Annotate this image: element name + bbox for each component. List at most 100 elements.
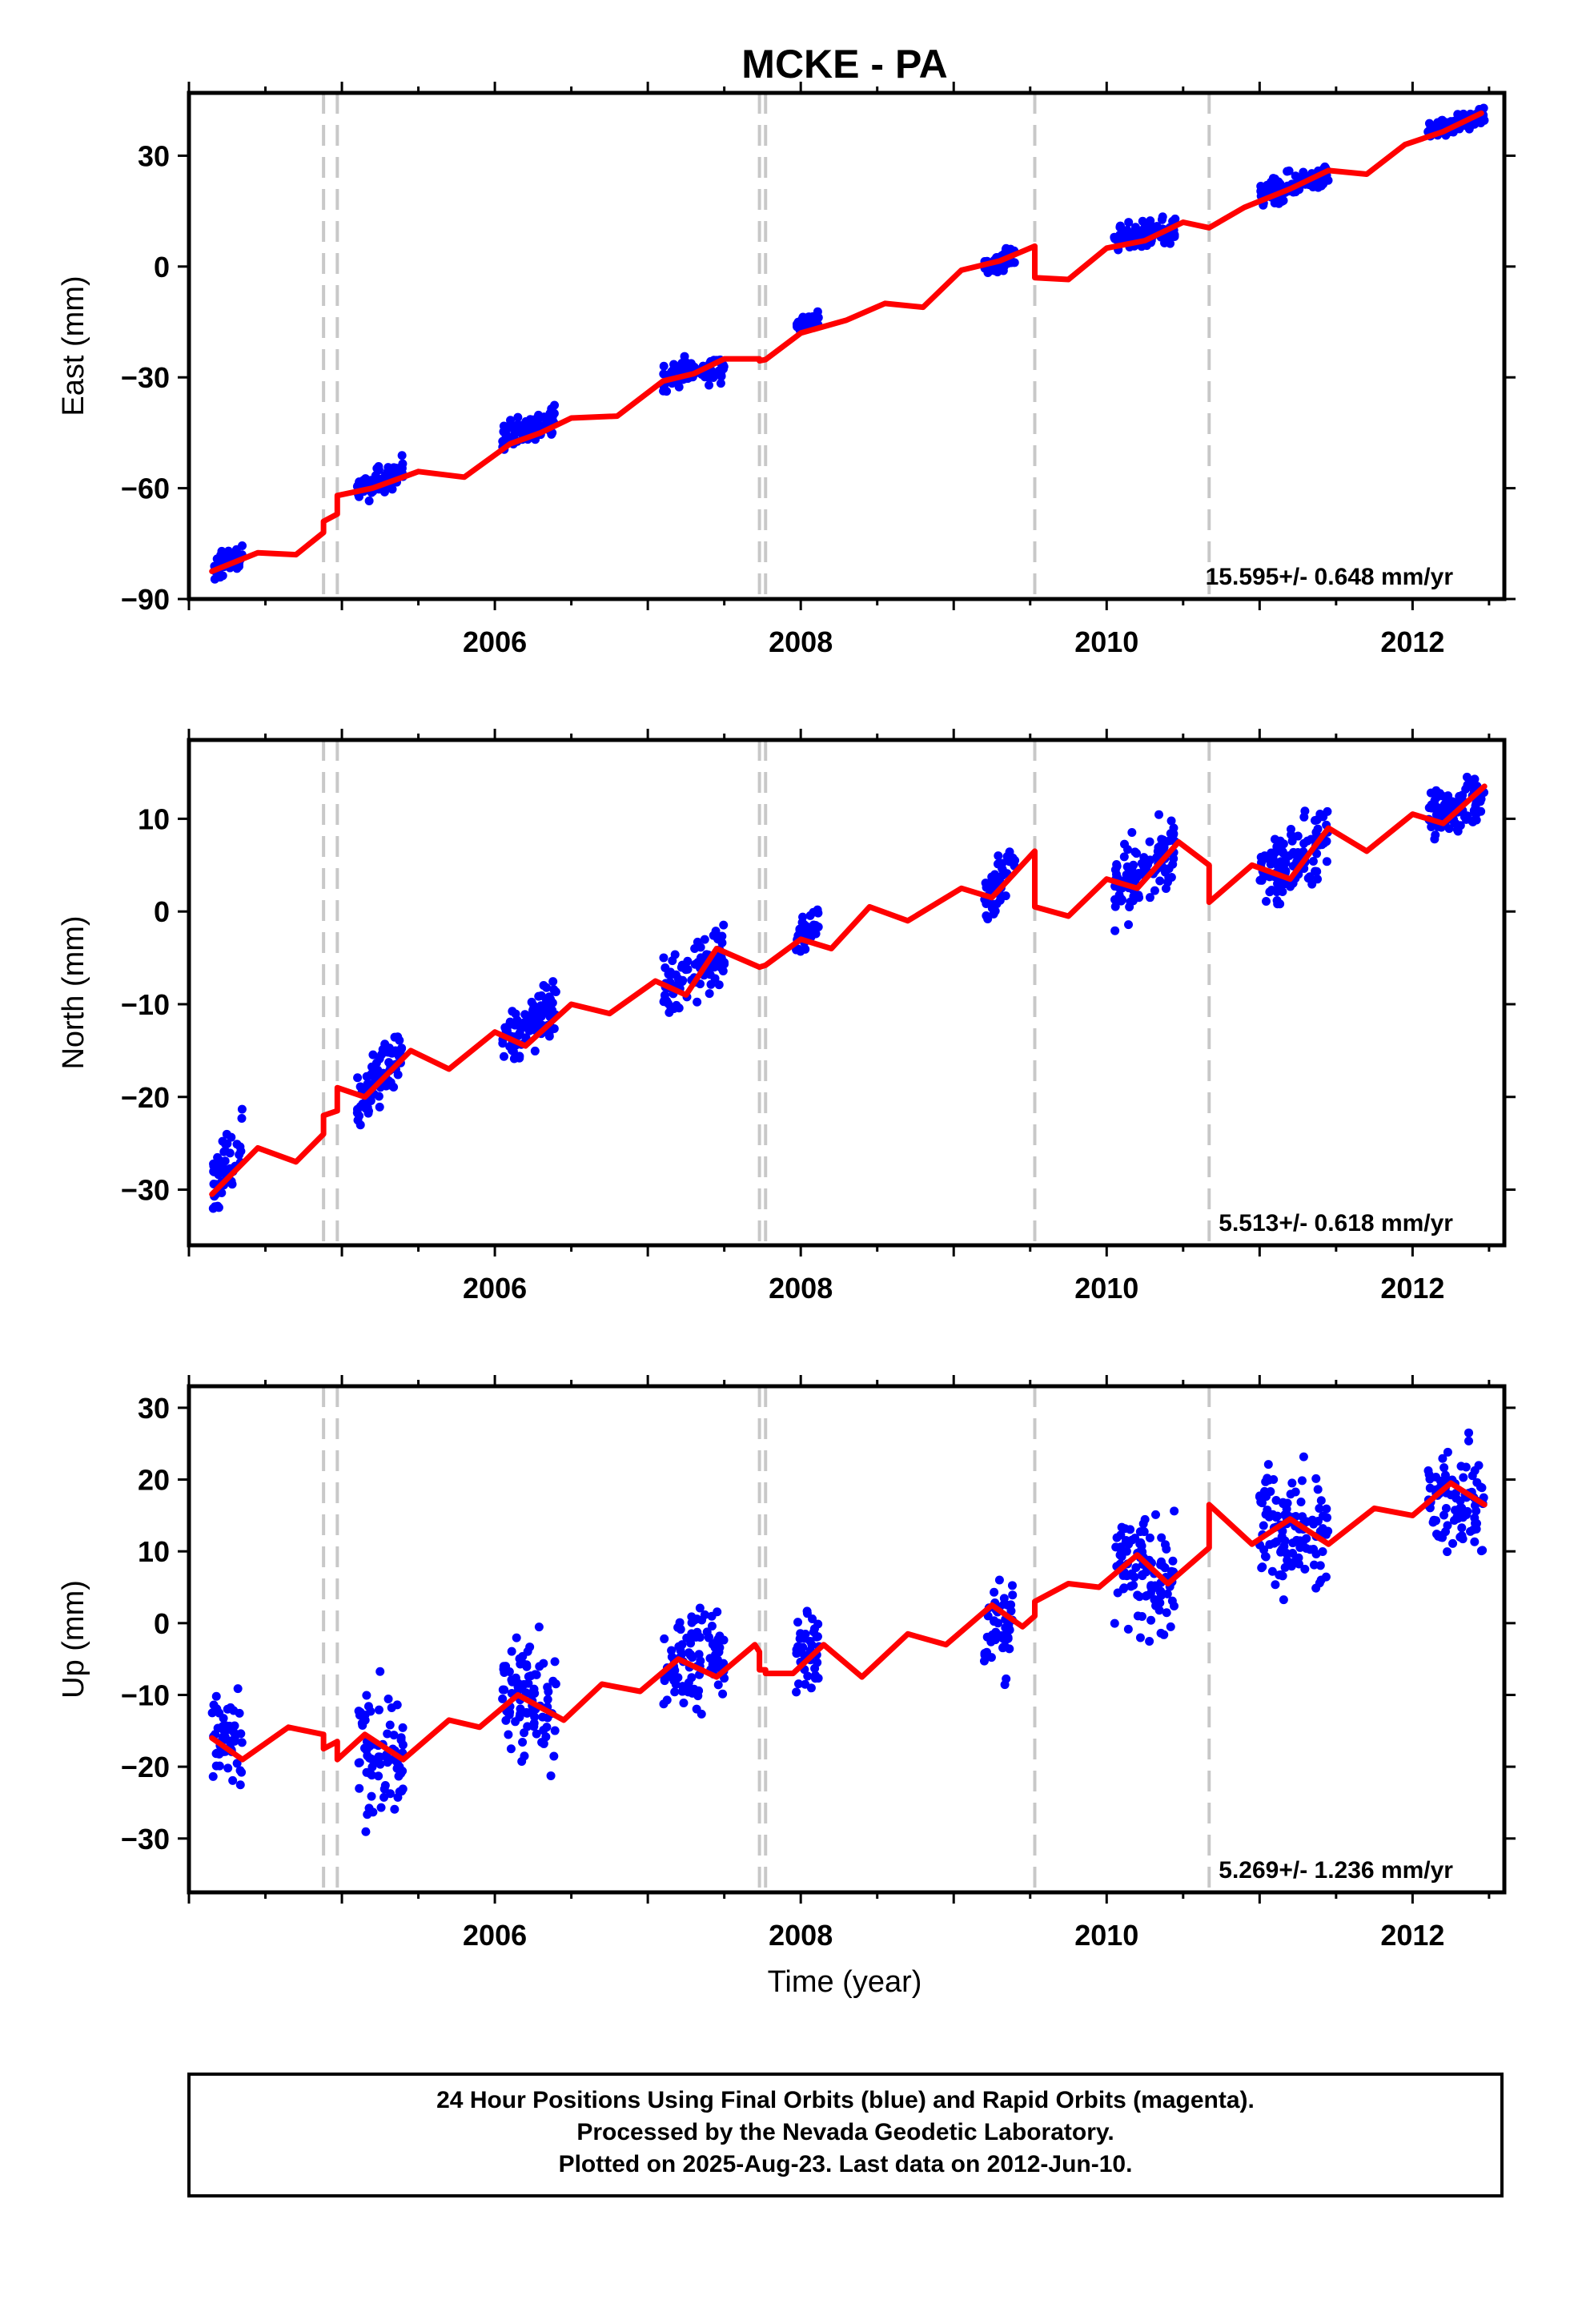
ytick-label-up-3: 0 xyxy=(154,1607,170,1640)
data-point-up-3-90 xyxy=(700,1610,709,1619)
data-point-north-6-72 xyxy=(1164,873,1174,883)
data-point-up-7-41 xyxy=(1300,1564,1310,1574)
data-point-north-6-88 xyxy=(1169,829,1178,838)
data-point-up-7-86 xyxy=(1295,1542,1305,1552)
data-point-east-1-21 xyxy=(364,497,374,506)
data-point-north-5-21 xyxy=(994,851,1003,861)
data-point-up-7-110 xyxy=(1268,1510,1278,1519)
data-point-north-6-79 xyxy=(1120,839,1130,849)
data-point-north-7-114 xyxy=(1278,866,1287,875)
data-point-up-0-31 xyxy=(235,1708,244,1718)
plot-area-east xyxy=(209,93,1489,599)
footer-line-2: Processed by the Nevada Geodetic Laborat… xyxy=(576,2119,1114,2145)
data-point-up-2-37 xyxy=(539,1659,548,1668)
data-point-north-6-18 xyxy=(1127,828,1137,838)
data-point-up-8-95 xyxy=(1443,1521,1452,1530)
data-point-north-7-115 xyxy=(1299,838,1309,848)
data-point-up-4-38 xyxy=(792,1687,801,1697)
data-point-up-0-23 xyxy=(237,1767,247,1777)
data-point-north-6-23 xyxy=(1150,886,1159,895)
data-point-north-2-83 xyxy=(527,1011,536,1020)
frame-up xyxy=(187,1384,1507,1895)
data-point-east-2-86 xyxy=(513,420,523,429)
data-point-north-4-32 xyxy=(813,908,823,918)
data-point-up-7-38 xyxy=(1297,1476,1307,1486)
data-point-up-8-49 xyxy=(1464,1428,1474,1437)
data-point-up-6-61 xyxy=(1161,1540,1170,1550)
data-point-up-8-58 xyxy=(1438,1454,1447,1463)
data-point-east-2-88 xyxy=(521,416,531,426)
data-point-up-7-84 xyxy=(1299,1536,1308,1546)
data-point-north-3-41 xyxy=(677,977,687,987)
data-point-up-6-101 xyxy=(1131,1562,1141,1572)
xtick-label-north-2: 2010 xyxy=(1074,1272,1138,1305)
data-point-east-8-94 xyxy=(1438,115,1447,125)
ytick-label-east-3: 0 xyxy=(154,251,170,283)
data-point-north-0-36 xyxy=(211,1166,221,1176)
data-point-north-8-78 xyxy=(1469,806,1479,816)
data-point-up-2-75 xyxy=(500,1665,509,1675)
data-point-north-1-77 xyxy=(391,1046,400,1055)
data-point-up-4-28 xyxy=(813,1674,823,1683)
data-point-north-0-44 xyxy=(219,1166,229,1176)
data-point-up-4-37 xyxy=(805,1637,815,1647)
ytick-label-east-2: −30 xyxy=(121,361,170,394)
data-point-up-1-62 xyxy=(398,1784,408,1794)
data-point-east-3-58 xyxy=(686,359,696,368)
data-point-up-8-52 xyxy=(1470,1466,1480,1475)
data-point-up-7-100 xyxy=(1282,1504,1291,1514)
data-point-up-6-83 xyxy=(1156,1557,1166,1566)
data-point-up-7-104 xyxy=(1294,1553,1303,1562)
data-point-north-2-89 xyxy=(515,1053,524,1063)
data-point-up-2-87 xyxy=(525,1642,535,1652)
ytick-label-north-2: −10 xyxy=(121,988,170,1021)
data-point-north-6-45 xyxy=(1110,926,1120,935)
data-point-north-8-66 xyxy=(1431,786,1441,795)
data-point-up-5-48 xyxy=(980,1651,990,1660)
data-point-east-1-12 xyxy=(397,451,407,460)
data-point-up-7-103 xyxy=(1311,1549,1321,1558)
data-point-east-6-95 xyxy=(1136,229,1146,239)
data-point-up-5-0 xyxy=(994,1575,1004,1585)
data-point-up-1-26 xyxy=(366,1707,375,1716)
data-point-up-2-29 xyxy=(550,1726,560,1735)
data-point-up-6-39 xyxy=(1162,1608,1171,1618)
xtick-label-up-3: 2012 xyxy=(1380,1919,1444,1952)
data-point-up-0-27 xyxy=(226,1703,235,1712)
data-point-up-4-33 xyxy=(806,1683,816,1693)
y-axis-label-north: North (mm) xyxy=(57,915,90,1069)
data-point-up-0-35 xyxy=(211,1691,221,1701)
data-point-up-7-107 xyxy=(1257,1494,1267,1504)
data-point-north-2-81 xyxy=(535,1010,544,1019)
data-point-up-8-83 xyxy=(1461,1462,1471,1472)
data-point-up-6-62 xyxy=(1134,1592,1144,1602)
data-point-up-6-25 xyxy=(1130,1572,1139,1582)
y-axis-label-east: East (mm) xyxy=(57,275,90,416)
ytick-label-up-2: −10 xyxy=(121,1679,170,1711)
data-point-up-8-3 xyxy=(1464,1436,1474,1445)
data-point-up-1-29 xyxy=(383,1695,393,1704)
data-point-up-3-12 xyxy=(713,1680,723,1690)
data-point-east-5-50 xyxy=(985,266,994,275)
data-point-up-2-80 xyxy=(511,1717,520,1727)
data-point-up-7-106 xyxy=(1291,1487,1300,1497)
data-point-east-3-68 xyxy=(680,352,689,361)
data-point-east-7-112 xyxy=(1313,179,1323,188)
data-point-east-2-57 xyxy=(549,408,559,418)
data-point-up-6-27 xyxy=(1126,1525,1135,1534)
data-point-up-6-70 xyxy=(1142,1590,1152,1600)
ytick-label-east-0: −90 xyxy=(121,583,170,616)
data-point-up-7-96 xyxy=(1258,1562,1267,1572)
data-point-north-7-112 xyxy=(1307,879,1317,889)
data-point-up-2-54 xyxy=(518,1737,528,1747)
data-point-up-3-59 xyxy=(660,1634,669,1643)
data-point-up-3-97 xyxy=(714,1647,724,1657)
data-point-north-5-30 xyxy=(1001,891,1010,901)
data-point-north-7-89 xyxy=(1311,816,1320,826)
rate-annotation-east: 15.595+/- 0.648 mm/yr xyxy=(1206,564,1454,590)
data-point-up-3-74 xyxy=(660,1675,669,1684)
data-point-north-1-68 xyxy=(353,1073,363,1083)
frame-east xyxy=(187,90,1507,601)
xtick-label-east-3: 2012 xyxy=(1380,625,1444,658)
